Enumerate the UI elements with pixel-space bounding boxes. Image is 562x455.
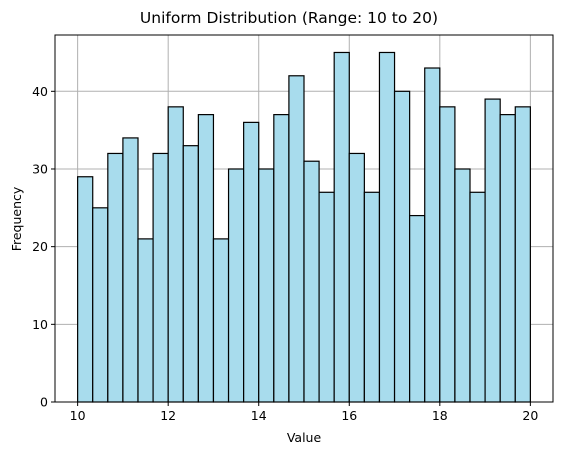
x-tick-label: 10 (70, 408, 86, 423)
histogram-bar (484, 98, 501, 403)
histogram-bar (137, 238, 154, 403)
chart-title: Uniform Distribution (Range: 10 to 20) (140, 9, 438, 27)
axis-ticks: 10 12 14 16 18 20 0 10 20 30 40 (32, 84, 538, 423)
histogram-bar (273, 114, 290, 403)
y-tick-label: 10 (32, 317, 48, 332)
histogram-bar (303, 160, 320, 403)
x-tick-label: 14 (251, 408, 267, 423)
histogram-bar (258, 168, 275, 403)
histogram-bar (378, 51, 396, 403)
histogram-bar (212, 238, 230, 403)
histogram-bar (363, 191, 381, 403)
histogram-bar (409, 214, 426, 403)
histogram-bar (167, 106, 184, 403)
histogram-bar (454, 168, 471, 403)
histogram-bar (393, 90, 411, 403)
histogram-bar (197, 114, 215, 403)
y-tick-label: 20 (32, 239, 48, 254)
histogram-bar (92, 207, 109, 403)
histogram-bar (107, 152, 124, 403)
y-tick-label: 0 (40, 395, 48, 410)
histogram-bar (227, 168, 245, 403)
histogram-bar (243, 121, 260, 403)
histogram-bar (318, 191, 335, 403)
histogram-bar (77, 176, 94, 403)
histogram-bar (333, 51, 350, 403)
x-tick-label: 18 (432, 408, 448, 423)
histogram-bar (499, 114, 516, 403)
y-axis-label: Frequency (9, 186, 24, 251)
histogram-bar (348, 152, 365, 403)
x-tick-label: 16 (341, 408, 357, 423)
histogram-bar (152, 152, 169, 403)
histogram-bar (469, 191, 486, 403)
x-axis-label: Value (287, 430, 322, 445)
histogram-bars (77, 51, 531, 403)
histogram-bar (288, 75, 305, 403)
y-tick-label: 40 (32, 84, 48, 99)
histogram-bar (122, 137, 139, 403)
histogram-bar (424, 67, 441, 403)
plot-frame (54, 34, 554, 403)
histogram-bar (439, 106, 456, 403)
histogram-bar (182, 145, 199, 403)
histogram-bar (514, 106, 531, 403)
x-tick-label: 12 (160, 408, 176, 423)
y-tick-label: 30 (32, 161, 48, 176)
x-tick-label: 20 (522, 408, 538, 423)
